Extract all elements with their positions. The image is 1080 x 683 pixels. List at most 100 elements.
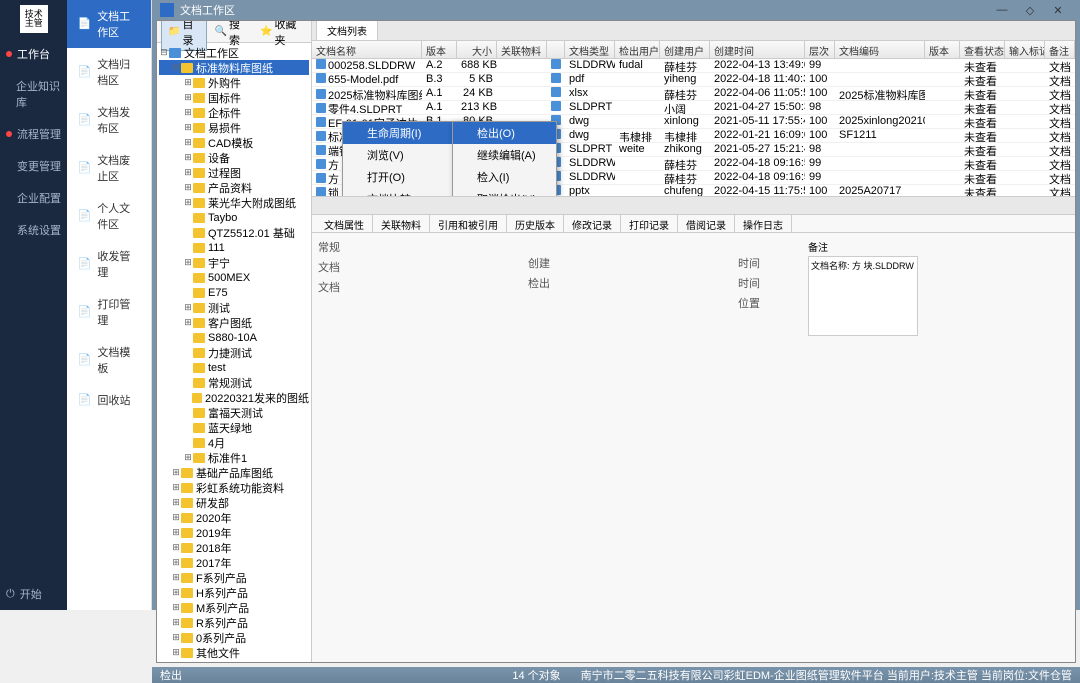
tree-expander[interactable]: ⊞ <box>171 617 181 628</box>
tree-expander[interactable]: ⊞ <box>183 122 193 133</box>
detail-tab[interactable]: 打印记录 <box>621 215 678 232</box>
docnav-item-1[interactable]: 📄文档归档区 <box>67 48 151 96</box>
tab-filelist[interactable]: 文档列表 <box>316 21 378 40</box>
menu-item[interactable]: 继续编辑(A) <box>453 144 556 166</box>
tree-node[interactable]: ⊟文档工作区 <box>159 45 309 60</box>
table-row[interactable]: 000258.SLDDRWA.2688 KBSLDDRWfudal薛桂芬2022… <box>312 59 1075 73</box>
tree-node[interactable]: ⊞标准件1 <box>159 450 309 465</box>
tree-node[interactable]: ⊞过程图 <box>159 165 309 180</box>
tree-expander[interactable]: ⊞ <box>171 482 181 493</box>
tree-node[interactable]: ⊞易损件 <box>159 120 309 135</box>
tree-expander[interactable]: ⊞ <box>183 317 193 328</box>
docnav-item-6[interactable]: 📄打印管理 <box>67 288 151 336</box>
tree-expander[interactable]: ⊞ <box>171 557 181 568</box>
file-grid[interactable]: 文档名称版本大小关联物料文档类型检出用户创建用户创建时间层次文档编码版本查看状态… <box>312 41 1075 196</box>
tree-node[interactable]: S880-10A <box>159 330 309 345</box>
tree-body[interactable]: ⊟文档工作区⊟标准物料库图纸⊞外购件⊞国标件⊞企标件⊞易损件⊞CAD模板⊞设备⊞… <box>157 43 311 662</box>
detail-tab[interactable]: 修改记录 <box>564 215 621 232</box>
tree-node[interactable]: ⊞其他文件 <box>159 645 309 660</box>
detail-tab[interactable]: 引用和被引用 <box>430 215 507 232</box>
tree-node[interactable]: 500MEX <box>159 270 309 285</box>
column-header[interactable] <box>547 41 565 58</box>
tree-node[interactable]: ⊞0系列产品 <box>159 630 309 645</box>
column-header[interactable]: 版本 <box>925 41 960 58</box>
docnav-item-4[interactable]: 📄个人文件区 <box>67 192 151 240</box>
tree-node[interactable]: ⊞设备 <box>159 150 309 165</box>
tree-expander[interactable]: ⊟ <box>171 62 181 73</box>
tree-expander[interactable]: ⊟ <box>159 47 169 58</box>
tree-node[interactable]: ⊞H系列产品 <box>159 585 309 600</box>
menu-item[interactable]: 检入(I) <box>453 166 556 188</box>
tree-node[interactable]: 4月 <box>159 435 309 450</box>
column-header[interactable]: 创建用户 <box>660 41 710 58</box>
tree-node[interactable]: 力捷测试 <box>159 345 309 360</box>
tree-node[interactable]: ⊞2020年 <box>159 510 309 525</box>
tree-expander[interactable]: ⊞ <box>183 152 193 163</box>
detail-tab[interactable]: 操作日志 <box>735 215 792 232</box>
tree-node[interactable]: ⊞测试 <box>159 300 309 315</box>
tree-node[interactable]: ⊞F系列产品 <box>159 570 309 585</box>
docnav-item-0[interactable]: 📄文档工作区 <box>67 0 151 48</box>
minimize-button[interactable]: — <box>988 0 1016 20</box>
tree-expander[interactable]: ⊞ <box>171 572 181 583</box>
docnav-item-2[interactable]: 📄文档发布区 <box>67 96 151 144</box>
tree-node[interactable]: ⊞彩虹系统功能资料 <box>159 480 309 495</box>
tree-node[interactable]: ⊞莱光华大附成图纸 <box>159 195 309 210</box>
tree-expander[interactable]: ⊞ <box>171 602 181 613</box>
menu-item[interactable]: 检出(O) <box>453 122 556 144</box>
tree-expander[interactable]: ⊞ <box>171 542 181 553</box>
tree-node[interactable]: E75 <box>159 285 309 300</box>
column-header[interactable]: 文档类型 <box>565 41 615 58</box>
tree-node[interactable]: 111 <box>159 240 309 255</box>
tree-node[interactable]: ⊞基础产品库图纸 <box>159 465 309 480</box>
tree-expander[interactable]: ⊞ <box>183 137 193 148</box>
tree-expander[interactable]: ⊞ <box>171 527 181 538</box>
tree-node[interactable]: ⊞R系列产品 <box>159 615 309 630</box>
sidebar-item-0[interactable]: 工作台 <box>0 38 67 70</box>
column-header[interactable]: 查看状态 <box>960 41 1005 58</box>
table-row[interactable]: 零件4.SLDPRTA.1213 KBSLDPRT小阔2021-04-27 15… <box>312 101 1075 115</box>
column-header[interactable]: 输入标记 <box>1005 41 1045 58</box>
column-header[interactable]: 关联物料 <box>497 41 547 58</box>
tree-expander[interactable]: ⊞ <box>171 647 181 658</box>
column-header[interactable]: 版本 <box>422 41 457 58</box>
tree-node[interactable]: ⊞CAD模板 <box>159 135 309 150</box>
tree-node[interactable]: test <box>159 360 309 375</box>
tree-node[interactable]: 富福天测试 <box>159 405 309 420</box>
table-row[interactable]: 2025标准物料库图纸设计开…A.124 KBxlsx薛桂芬2022-04-06… <box>312 87 1075 101</box>
maximize-button[interactable]: ◇ <box>1016 0 1044 20</box>
tree-expander[interactable]: ⊞ <box>183 302 193 313</box>
column-header[interactable]: 大小 <box>457 41 497 58</box>
tree-node[interactable]: ⊞2017年 <box>159 555 309 570</box>
tree-node[interactable]: ⊞2018年 <box>159 540 309 555</box>
tree-node[interactable]: 蓝天绿地 <box>159 420 309 435</box>
tree-expander[interactable]: ⊞ <box>171 632 181 643</box>
detail-tab[interactable]: 文档属性 <box>316 215 373 232</box>
tree-node[interactable]: Taybo <box>159 210 309 225</box>
docnav-item-8[interactable]: 📄回收站 <box>67 384 151 416</box>
sidebar-item-2[interactable]: 流程管理 <box>0 118 67 150</box>
tree-node[interactable]: ⊞2019年 <box>159 525 309 540</box>
context-menu-lifecycle[interactable]: 检出(O)继续编辑(A)检入(I)取消检出(U)归档(A)取消归档(C)发布再次… <box>452 121 557 196</box>
detail-tab[interactable]: 历史版本 <box>507 215 564 232</box>
column-header[interactable]: 检出用户 <box>615 41 660 58</box>
tree-node[interactable]: ⊟标准物料库图纸 <box>159 60 309 75</box>
docnav-item-3[interactable]: 📄文档废止区 <box>67 144 151 192</box>
tree-expander[interactable]: ⊞ <box>183 92 193 103</box>
detail-tab[interactable]: 关联物料 <box>373 215 430 232</box>
tree-expander[interactable]: ⊞ <box>171 467 181 478</box>
tree-expander[interactable]: ⊞ <box>183 257 193 268</box>
tree-expander[interactable]: ⊞ <box>171 512 181 523</box>
tree-node[interactable]: ⊞产品资料 <box>159 180 309 195</box>
docnav-item-7[interactable]: 📄文档模板 <box>67 336 151 384</box>
column-header[interactable]: 文档名称 <box>312 41 422 58</box>
tree-node[interactable]: ⊞外购件 <box>159 75 309 90</box>
column-header[interactable]: 层次 <box>805 41 835 58</box>
tree-expander[interactable]: ⊞ <box>171 497 181 508</box>
tree-node[interactable]: ⊞客户图纸 <box>159 315 309 330</box>
tree-node[interactable]: QTZ5512.01 基础 <box>159 225 309 240</box>
tree-node[interactable]: ⊞企标件 <box>159 105 309 120</box>
tree-node[interactable]: ⊞国标件 <box>159 90 309 105</box>
table-row[interactable]: 655-Model.pdfB.35 KBpdfyiheng2022-04-18 … <box>312 73 1075 87</box>
tree-expander[interactable]: ⊞ <box>183 197 193 208</box>
